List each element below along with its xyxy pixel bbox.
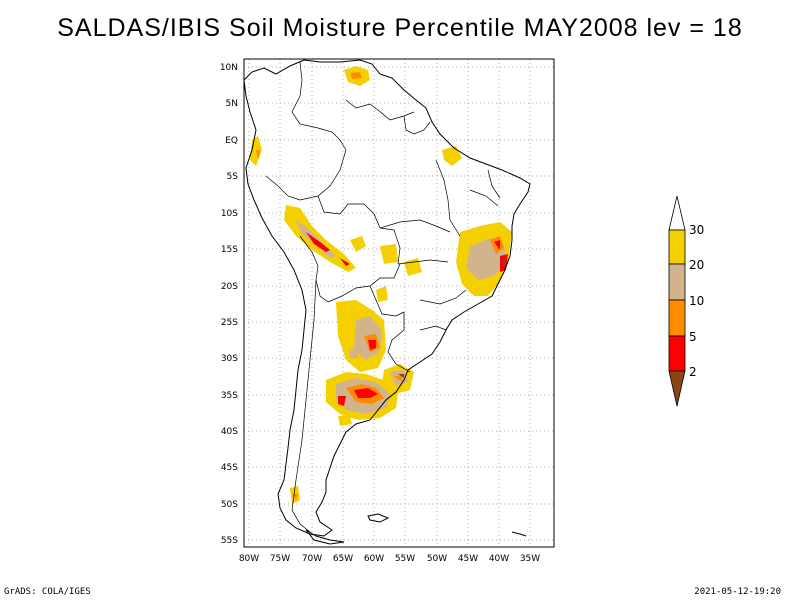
lat-label: 30S — [221, 354, 238, 364]
lat-label: 10N — [220, 63, 238, 73]
lon-label: 55W — [395, 554, 415, 564]
lat-label: 15S — [221, 245, 238, 255]
legend-label: 5 — [689, 330, 697, 344]
legend-swatch-5-10 — [668, 299, 686, 337]
country-borders — [265, 61, 501, 533]
lat-label: 55S — [221, 536, 238, 546]
footer-timestamp: 2021-05-12-19:20 — [694, 587, 781, 597]
lat-label: 25S — [221, 318, 238, 328]
footer-credit: GrADS: COLA/IGES — [4, 587, 91, 597]
legend-label: 20 — [689, 258, 704, 272]
legend-swatch-10-20 — [668, 263, 686, 301]
lon-label: 35W — [520, 554, 540, 564]
lon-label: 50W — [427, 554, 447, 564]
lon-label: 75W — [270, 554, 290, 564]
lat-label: 45S — [221, 463, 238, 473]
map-title: SALDAS/IBIS Soil Moisture Percentile MAY… — [57, 14, 743, 42]
falkland-islands — [367, 513, 390, 523]
lon-label: 45W — [458, 554, 478, 564]
lat-label: 20S — [221, 282, 238, 292]
lat-label: 10S — [221, 209, 238, 219]
lat-label: 35S — [221, 391, 238, 401]
lon-axis-labels: 80W 75W 70W 65W 60W 55W 50W 45W 40W 35W — [239, 554, 540, 564]
legend-label: 2 — [689, 365, 697, 379]
plot-frame — [243, 58, 555, 548]
lat-axis-labels: 10N 5N EQ 5S 10S 15S 20S 25S 30S 35S 40S… — [220, 63, 238, 546]
plot-area — [243, 59, 554, 547]
legend-swatch-above-30 — [668, 195, 686, 231]
lon-label: 80W — [239, 554, 259, 564]
shade-peru-bolivia — [284, 205, 356, 272]
lon-label: 60W — [364, 554, 384, 564]
lon-label: 70W — [302, 554, 322, 564]
lat-label: EQ — [225, 136, 238, 146]
lat-label: 50S — [221, 500, 238, 510]
legend-label: 30 — [689, 223, 704, 237]
lat-label: 5N — [226, 99, 238, 109]
lon-label: 65W — [333, 554, 353, 564]
lat-label: 5S — [227, 172, 239, 182]
coastlines — [243, 59, 531, 545]
percentile-shading — [250, 66, 512, 504]
color-legend: 30 20 10 5 2 — [668, 195, 704, 407]
legend-label: 10 — [689, 294, 704, 308]
legend-swatch-20-30 — [668, 229, 686, 265]
legend-swatch-below-2 — [668, 370, 686, 407]
south-america-coast — [243, 59, 531, 537]
legend-swatch-2-5 — [668, 335, 686, 372]
lat-label: 40S — [221, 427, 238, 437]
lon-label: 40W — [489, 554, 509, 564]
